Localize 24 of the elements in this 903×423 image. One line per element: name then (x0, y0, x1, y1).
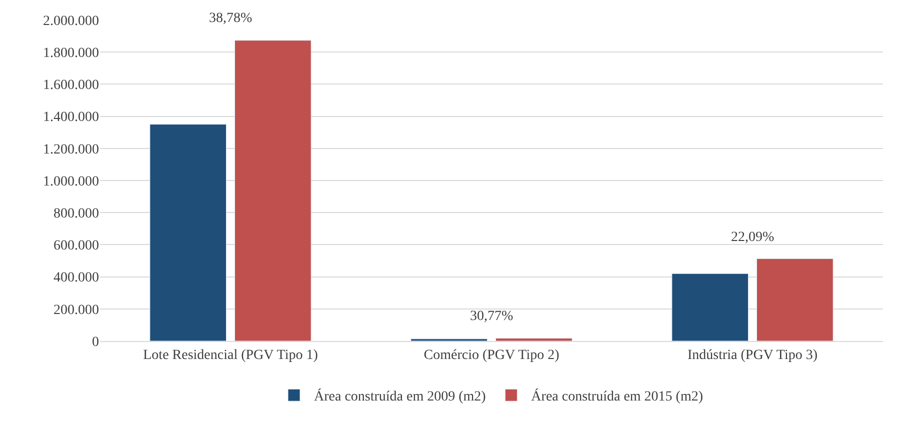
y-tick-label: 1.000.000 (43, 174, 99, 190)
y-tick-label: 600.000 (54, 238, 99, 254)
y-tick-label: 800.000 (54, 206, 99, 222)
y-tick-label: 0 (92, 334, 99, 350)
y-tick-label: 400.000 (54, 270, 99, 286)
x-tick-label: Indústria (PGV Tipo 3) (687, 348, 818, 363)
y-tick-label: 1.400.000 (43, 110, 99, 126)
annotation: 30,77% (470, 309, 514, 324)
y-tick-label: 1.200.000 (43, 142, 99, 158)
legend-label: Área construída em 2009 (m2) (314, 388, 486, 405)
bar (150, 124, 227, 341)
y-tick-label: 200.000 (54, 302, 99, 318)
legend-label: Área construída em 2015 (m2) (531, 388, 704, 405)
annotation: 22,09% (731, 230, 774, 245)
bar (672, 273, 749, 341)
y-tick-label: 2.000.000 (43, 14, 99, 29)
bar (234, 40, 312, 341)
y-tick-label: 1.600.000 (43, 78, 99, 94)
y-tick-label: 1.800.000 (43, 46, 99, 61)
annotation: 38,78% (209, 11, 252, 26)
x-tick-label: Lote Residencial (PGV Tipo 1) (143, 348, 318, 363)
bar (495, 338, 572, 341)
bar (756, 258, 834, 341)
x-tick-label: Comércio (PGV Tipo 2) (424, 348, 560, 363)
